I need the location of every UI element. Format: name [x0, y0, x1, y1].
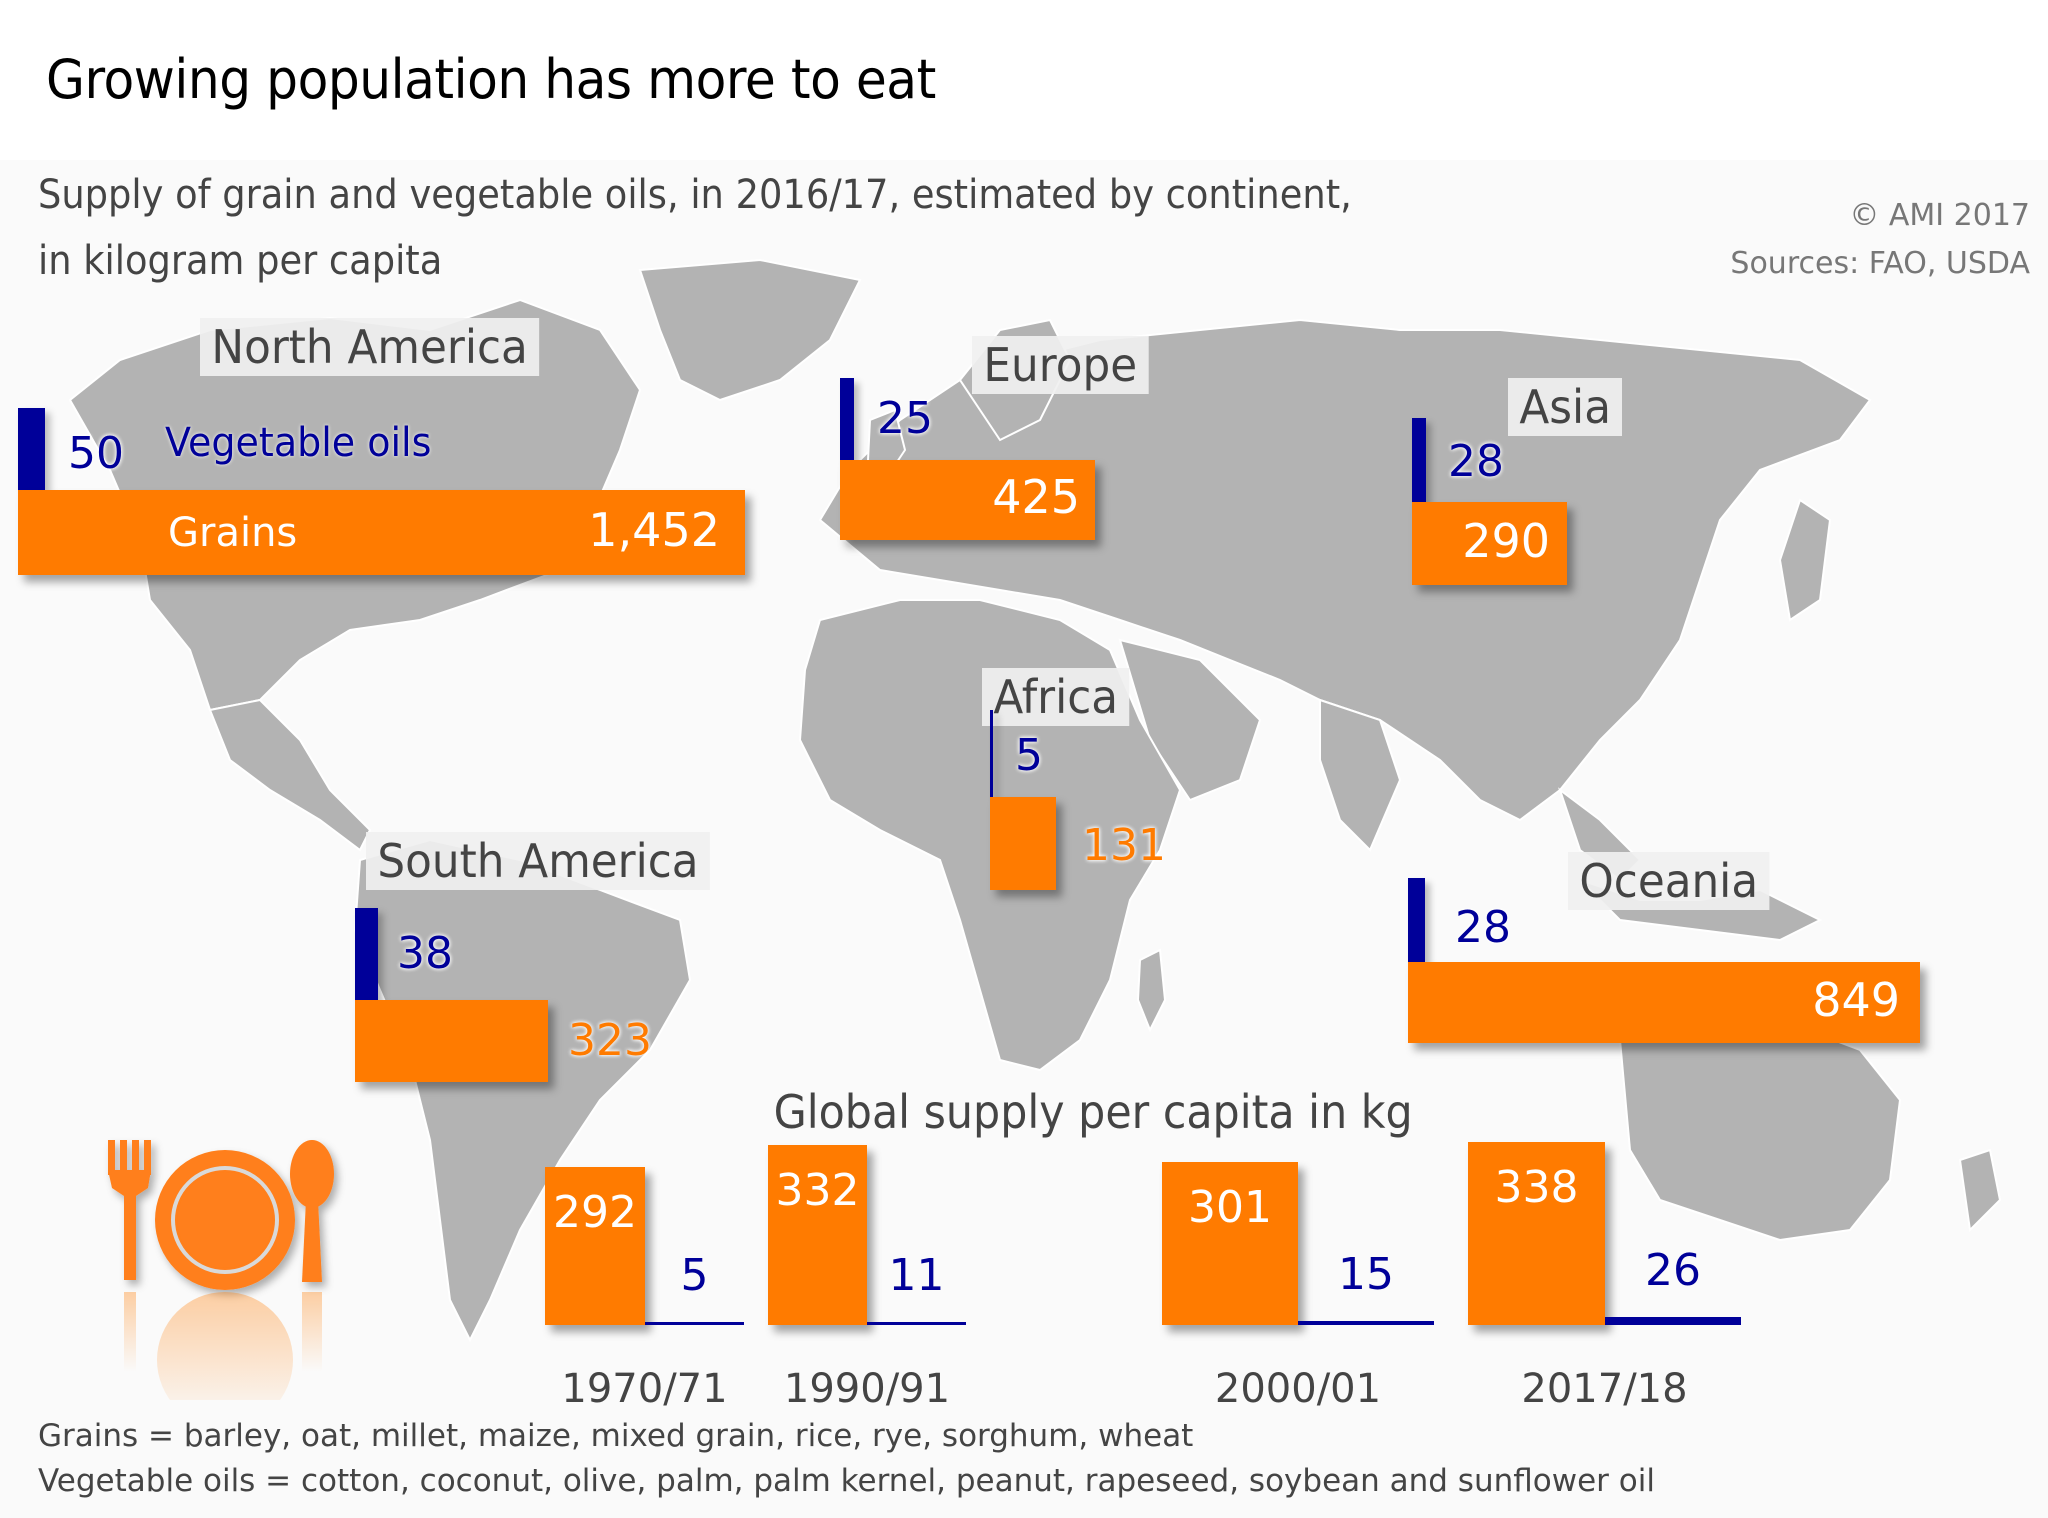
global-grain-value: 301	[1188, 1181, 1272, 1233]
global-oil-bar	[645, 1322, 744, 1325]
map-madagascar	[1136, 948, 1167, 1033]
plate-with-fork-and-spoon-icon	[108, 1140, 334, 1400]
grain-bar-south-america	[355, 1000, 548, 1082]
legend-grains: Grains	[168, 510, 298, 556]
continent-label-oceania: Oceania	[1568, 852, 1770, 910]
grain-bar-africa	[990, 797, 1056, 890]
sources-note: Sources: FAO, USDA	[1730, 246, 2030, 281]
oil-value-africa: 5	[1015, 730, 1043, 781]
grain-value-oceania: 849	[1812, 972, 1900, 1027]
grain-bar-north-america	[18, 490, 745, 575]
grain-bar-europe	[840, 460, 1095, 540]
global-oil-value: 15	[1338, 1248, 1394, 1300]
global-year-label: 2017/18	[1521, 1366, 1688, 1412]
continent-label-asia: Asia	[1508, 378, 1623, 436]
map-greenland	[638, 258, 862, 402]
fork-icon	[108, 1140, 151, 1280]
continent-label-south-america: South America	[366, 832, 710, 890]
continent-label-north-america: North America	[200, 318, 540, 376]
global-grain-value: 292	[553, 1186, 637, 1238]
map-central-america	[208, 698, 372, 852]
global-year-label: 2000/01	[1214, 1366, 1382, 1412]
global-oil-value: 5	[680, 1250, 709, 1301]
grain-value-europe: 425	[992, 470, 1080, 524]
legend-vegetable-oils: Vegetable oils	[165, 420, 432, 466]
oil-bar-africa	[990, 710, 993, 797]
grain-value-asia: 290	[1462, 513, 1550, 568]
map-australia	[1618, 1018, 1902, 1242]
oil-bar-north-america	[18, 408, 45, 490]
global-grain-bar	[768, 1145, 867, 1325]
oil-value-north-america: 50	[68, 428, 124, 479]
oil-bar-oceania	[1408, 878, 1425, 962]
global-oil-value: 26	[1645, 1245, 1701, 1297]
oil-value-asia: 28	[1448, 436, 1504, 487]
oil-value-south-america: 38	[397, 928, 453, 979]
chart-subtitle-line2: in kilogram per capita	[38, 238, 443, 284]
global-grain-value: 332	[775, 1165, 860, 1216]
grain-value-south-america: 323	[568, 1015, 652, 1066]
global-chart-title: Global supply per capita in kg	[768, 1085, 1419, 1139]
grain-bar-asia	[1412, 502, 1567, 585]
global-grain-value: 338	[1494, 1161, 1579, 1213]
map-new-zealand	[1958, 1148, 2002, 1233]
global-year-label: 1990/91	[783, 1366, 951, 1412]
global-grain-bar	[1468, 1141, 1605, 1325]
oil-bar-asia	[1412, 418, 1426, 502]
oil-bar-europe	[840, 378, 854, 460]
grain-bar-oceania	[1408, 962, 1920, 1043]
icon-reflection	[124, 1292, 322, 1400]
grain-value-north-america: 1,452	[588, 502, 720, 557]
global-oil-value: 11	[888, 1249, 945, 1301]
page-title: Growing population has more to eat	[46, 48, 936, 111]
global-grain-bar	[1162, 1161, 1298, 1325]
oil-value-oceania: 28	[1455, 902, 1511, 953]
footnote-grains: Grains = barley, oat, millet, maize, mix…	[38, 1418, 1194, 1454]
global-grain-bar	[545, 1166, 645, 1325]
map-eurasia	[818, 318, 1872, 822]
copyright-note: © AMI 2017	[1849, 198, 2030, 233]
global-oil-bar	[1298, 1320, 1434, 1325]
grain-value-africa: 131	[1082, 820, 1166, 871]
plate-icon	[155, 1150, 295, 1290]
continent-label-africa: Africa	[982, 668, 1130, 726]
oil-bar-south-america	[355, 908, 378, 1000]
global-oil-bar	[1605, 1317, 1741, 1325]
oil-value-europe: 25	[877, 393, 933, 444]
chart-subtitle-line1: Supply of grain and vegetable oils, in 2…	[38, 172, 1352, 218]
spoon-icon	[290, 1140, 334, 1282]
global-year-label: 1970/71	[561, 1366, 728, 1412]
map-india	[1319, 698, 1402, 852]
map-japan	[1778, 498, 1832, 622]
global-oil-bar	[867, 1321, 966, 1325]
continent-label-europe: Europe	[972, 336, 1149, 394]
footnote-vegetable-oils: Vegetable oils = cotton, coconut, olive,…	[38, 1463, 1655, 1499]
